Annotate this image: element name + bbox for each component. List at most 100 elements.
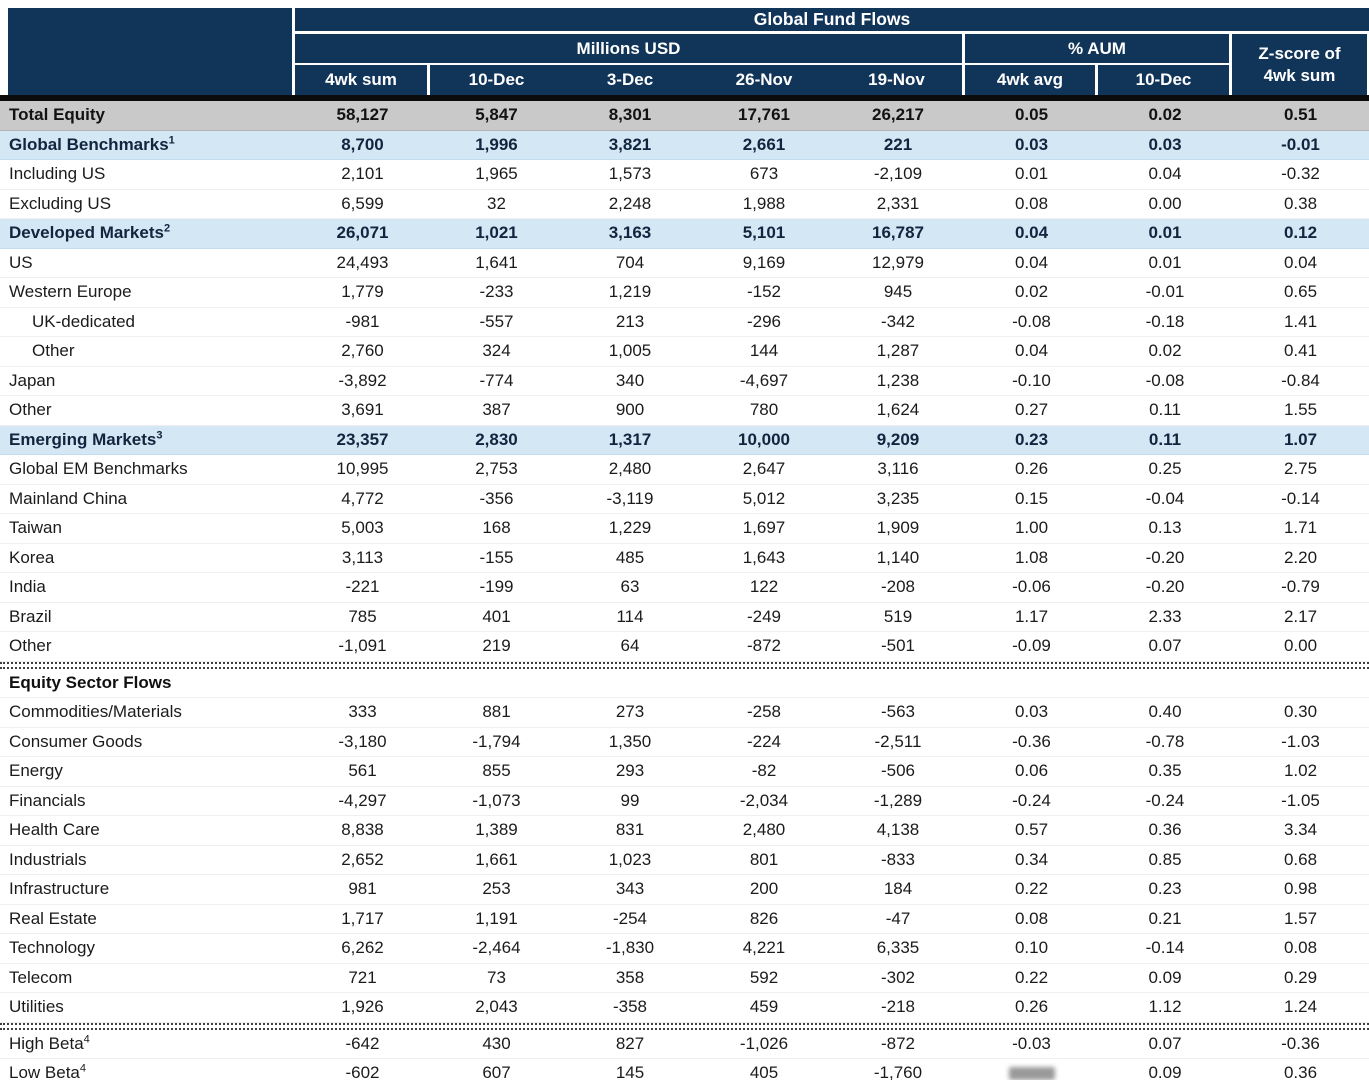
- value-cell: 405: [749, 1063, 779, 1080]
- header-group-pct-aum: % AUM: [965, 34, 1232, 65]
- value-cell: -1,794: [472, 731, 521, 751]
- value-cell: 32: [487, 193, 506, 213]
- value-cell: 673: [749, 164, 779, 184]
- value-cell: 2,480: [742, 820, 786, 840]
- value-cell: 10,000: [738, 429, 790, 449]
- value-cell: -258: [746, 702, 782, 722]
- value-cell: 900: [615, 400, 645, 420]
- value-cell: -358: [612, 997, 648, 1017]
- value-cell: 2.33: [1148, 606, 1182, 626]
- value-cell: 5,003: [341, 518, 384, 538]
- value-cell: 831: [615, 820, 645, 840]
- row-label: Commodities/Materials: [9, 702, 182, 722]
- table-row: Energy 561 855 293 -82 -506 0.06 0.35 1.02: [0, 757, 1369, 787]
- row-label: Taiwan: [9, 518, 62, 538]
- row-label: Western Europe: [9, 282, 132, 302]
- table-row: Western Europe 1,779 -233 1,219 -152 945 0.02 -…: [0, 278, 1369, 308]
- value-cell: -342: [880, 311, 916, 331]
- value-cell: 0.06: [1014, 761, 1049, 781]
- value-cell: 0.22: [1014, 967, 1049, 987]
- row-label: Global EM Benchmarks: [9, 459, 188, 479]
- value-cell: -2,109: [873, 164, 923, 184]
- value-cell: -302: [880, 967, 916, 987]
- value-cell: 2,647: [742, 459, 786, 479]
- value-cell: 3,691: [341, 400, 384, 420]
- table-row: Industrials 2,652 1,661 1,023 801 -833 0.34 0.8…: [0, 845, 1369, 875]
- value-cell: -0.06: [1012, 577, 1051, 597]
- value-cell: 485: [615, 547, 645, 567]
- value-cell: 1,965: [475, 164, 518, 184]
- value-cell: 2,830: [475, 429, 518, 449]
- value-cell: -1,073: [472, 790, 521, 810]
- value-cell: 219: [482, 636, 511, 656]
- value-cell: -872: [746, 636, 782, 656]
- value-cell: -981: [345, 311, 380, 331]
- value-cell: 24,493: [336, 252, 389, 272]
- value-cell: -642: [345, 1033, 380, 1053]
- footnote-marker: 3: [156, 429, 163, 442]
- value-cell: -0.01: [1145, 282, 1185, 302]
- footnote-marker: 4: [83, 1033, 90, 1046]
- row-label: Mainland China: [9, 488, 128, 508]
- value-cell: -0.08: [1012, 311, 1051, 331]
- row-label: Japan: [9, 370, 56, 390]
- value-cell: 8,301: [608, 105, 652, 125]
- table-row: Total Equity 58,127 5,847 8,301 17,761 26,217…: [0, 101, 1369, 131]
- value-cell: 0.34: [1014, 849, 1049, 869]
- value-cell: 8,700: [341, 134, 384, 154]
- value-cell: -0.09: [1012, 636, 1051, 656]
- value-cell: 200: [749, 879, 779, 899]
- value-cell: 0.22: [1014, 879, 1049, 899]
- value-cell: 1.07: [1283, 429, 1318, 449]
- value-cell: 63: [620, 577, 640, 597]
- header-group-zscore: Z-score of 4wk sum: [1232, 34, 1369, 95]
- value-cell: 0.51: [1283, 105, 1318, 125]
- value-cell: 0.41: [1283, 341, 1318, 361]
- value-cell: -0.36: [1281, 1033, 1320, 1053]
- value-cell: 10,995: [336, 459, 389, 479]
- value-cell: 1,350: [608, 731, 652, 751]
- table-row: Other 2,760 324 1,005 144 1,287 0.04 0.02 0.41: [0, 337, 1369, 367]
- table-row: Mainland China 4,772 -356 -3,119 5,012 3,235 0…: [0, 484, 1369, 514]
- value-cell: 721: [348, 967, 377, 987]
- table-row: High Beta4 -642 430 827 -1,026 -872 -0.03 0.07 -…: [0, 1029, 1369, 1059]
- value-cell: 1,909: [876, 518, 920, 538]
- row-label: Equity Sector Flows: [9, 672, 172, 692]
- value-cell: 607: [482, 1063, 511, 1080]
- row-label: Real Estate: [9, 908, 97, 928]
- value-cell: -1,289: [873, 790, 923, 810]
- section-divider: [0, 661, 1369, 669]
- value-cell: 293: [615, 761, 645, 781]
- value-cell: 0.04: [1148, 164, 1182, 184]
- value-cell: 1.02: [1283, 761, 1318, 781]
- value-cell: 0.25: [1148, 459, 1182, 479]
- value-cell: 0.04: [1014, 223, 1049, 243]
- column-header-aum-10-dec: 10-Dec: [1098, 65, 1232, 95]
- value-cell: 2,331: [876, 193, 920, 213]
- value-cell: 0.15: [1014, 488, 1049, 508]
- value-cell: 0.26: [1014, 459, 1049, 479]
- row-label: Industrials: [9, 849, 87, 869]
- value-cell: 17,761: [738, 105, 790, 125]
- value-cell: 0.03: [1148, 134, 1182, 154]
- value-cell: 0.02: [1014, 282, 1049, 302]
- value-cell: -3,180: [338, 731, 387, 751]
- zscore-label-line2: 4wk sum: [1263, 65, 1336, 85]
- value-cell: -1,026: [739, 1033, 789, 1053]
- header-divider-bar: [0, 95, 1369, 101]
- value-cell: -296: [746, 311, 782, 331]
- value-cell: 881: [482, 702, 511, 722]
- value-cell: 561: [348, 761, 377, 781]
- table-row: Global Benchmarks1 8,700 1,996 3,821 2,661 22…: [0, 130, 1369, 160]
- value-cell: -557: [479, 311, 514, 331]
- row-label: Consumer Goods: [9, 731, 143, 751]
- value-cell: 0.35: [1148, 761, 1182, 781]
- value-cell: 324: [482, 341, 511, 361]
- value-cell: 1.24: [1283, 997, 1318, 1017]
- value-cell: -0.20: [1145, 577, 1185, 597]
- row-label: Other: [9, 400, 52, 420]
- table-row: US 24,493 1,641 704 9,169 12,979 0.04 0.01 0.04: [0, 248, 1369, 278]
- value-cell: 0.10: [1014, 938, 1049, 958]
- value-cell: 0.11: [1149, 400, 1181, 420]
- row-label: Excluding US: [9, 193, 112, 213]
